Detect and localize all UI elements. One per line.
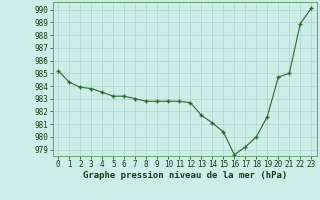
X-axis label: Graphe pression niveau de la mer (hPa): Graphe pression niveau de la mer (hPa) (83, 171, 287, 180)
